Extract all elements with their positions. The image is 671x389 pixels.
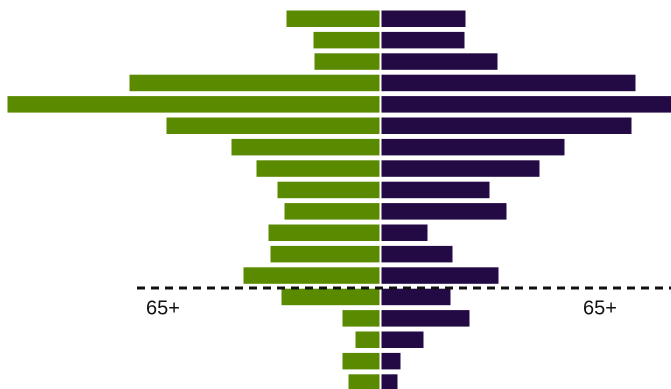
bar [381, 288, 451, 306]
bar [381, 74, 636, 92]
bar [231, 138, 380, 156]
bar [381, 117, 632, 134]
bar [342, 310, 380, 327]
bar [256, 160, 380, 177]
bar [381, 331, 424, 348]
bar [355, 331, 380, 348]
bar [281, 288, 380, 306]
bar [381, 245, 453, 263]
annotation: 65+ [146, 297, 180, 319]
bar [129, 74, 380, 92]
bar [166, 117, 380, 134]
bar [381, 181, 490, 199]
bar [381, 224, 428, 241]
bar [314, 53, 380, 70]
bar [286, 10, 380, 27]
bar [284, 203, 380, 220]
bar [381, 31, 465, 49]
bar [243, 267, 380, 284]
bar [268, 224, 380, 241]
bar [381, 160, 540, 177]
bar [270, 245, 380, 263]
bar [381, 310, 470, 327]
bar [381, 352, 401, 370]
annotation: 65+ [583, 297, 617, 319]
bar [381, 10, 466, 27]
bar [381, 138, 565, 156]
bar [348, 374, 380, 389]
bar [381, 203, 507, 220]
bar [381, 267, 499, 284]
bar [7, 96, 380, 113]
bar [277, 181, 380, 199]
bar [313, 31, 380, 49]
bar [381, 96, 671, 113]
bar [381, 374, 398, 389]
bar [342, 352, 380, 370]
bar [381, 53, 498, 70]
